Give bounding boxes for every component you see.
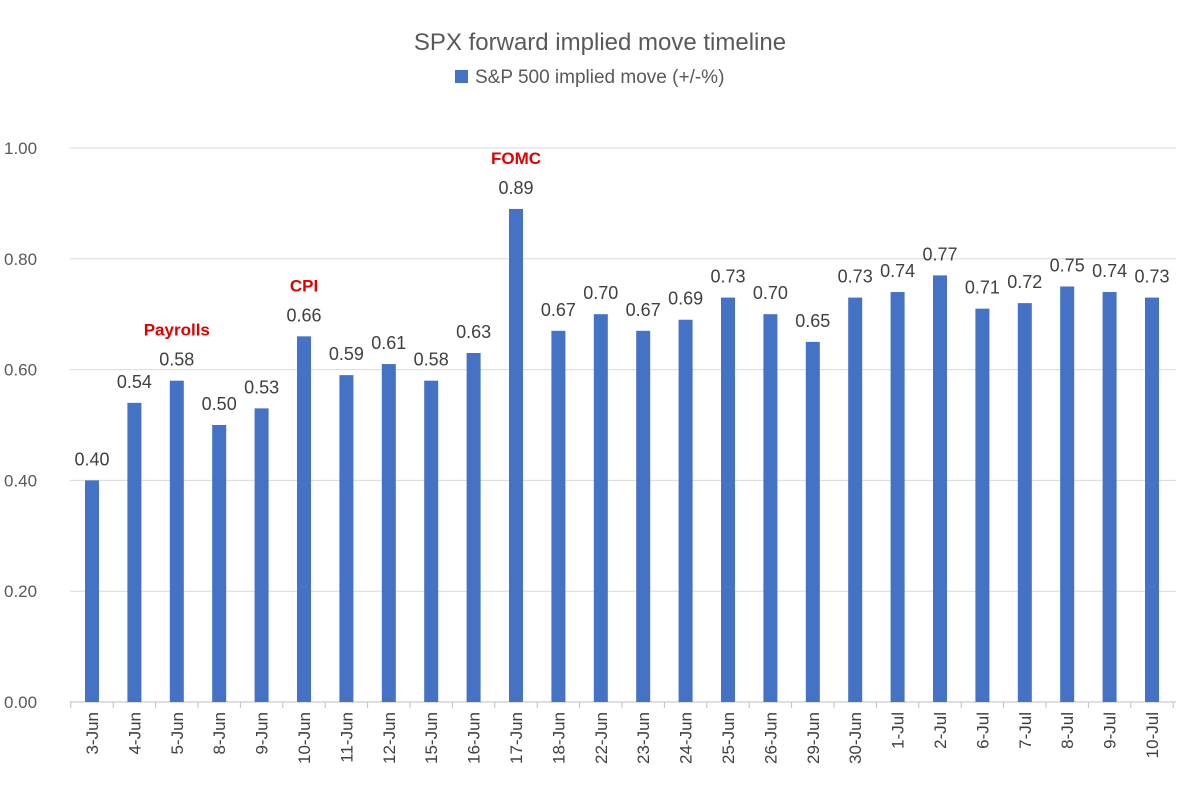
- data-label: 0.66: [286, 305, 321, 325]
- data-label: 0.58: [159, 350, 194, 370]
- x-tick-label: 12-Jun: [380, 712, 399, 764]
- bar: [551, 330, 566, 702]
- x-tick-label: 16-Jun: [465, 712, 484, 764]
- data-label: 0.50: [202, 394, 237, 414]
- x-tick-label: 3-Jun: [83, 712, 102, 755]
- legend: S&P 500 implied move (+/-%): [455, 67, 724, 88]
- data-label: 0.77: [922, 244, 957, 264]
- x-axis: 3-Jun 4-Jun 5-Jun 8-Jun 9-Jun 10-Jun 11-Jun 12-…: [70, 702, 1174, 764]
- x-tick-label: 10-Jul: [1143, 712, 1162, 758]
- x-tick-label: 9-Jul: [1101, 712, 1120, 749]
- bar: [424, 380, 439, 702]
- x-tick-label: 15-Jun: [422, 712, 441, 764]
- bar: [297, 336, 311, 702]
- x-tick-label: 4-Jun: [125, 712, 144, 755]
- data-label: 0.74: [880, 261, 915, 281]
- gridlines: [70, 147, 1176, 703]
- bar: [1145, 297, 1159, 702]
- data-label: 0.69: [668, 289, 703, 309]
- x-tick-label: 11-Jun: [337, 712, 356, 763]
- bars: [85, 208, 1159, 702]
- x-tick-label: 22-Jun: [592, 712, 611, 764]
- data-label: 0.71: [965, 278, 1000, 298]
- x-tick-label: 9-Jun: [253, 712, 272, 755]
- bar: [1102, 292, 1117, 702]
- bar: [678, 319, 693, 702]
- data-label: 0.73: [710, 267, 745, 287]
- legend-entry: S&P 500 implied move (+/-%): [475, 67, 724, 88]
- event-annotation: CPI: [290, 276, 318, 295]
- data-labels: 0.40 0.54 0.58 0.50 0.53 0.66 0.59 0.61 0.58 0.63…: [74, 178, 1169, 469]
- bar: [763, 314, 778, 702]
- data-label: 0.67: [626, 300, 661, 320]
- chart-title: SPX forward implied move timeline: [414, 29, 786, 56]
- x-tick-label: 17-Jun: [507, 712, 526, 764]
- y-tick-label: 0.20: [4, 582, 37, 601]
- x-tick-label: 23-Jun: [634, 712, 653, 764]
- data-label: 0.70: [753, 283, 788, 303]
- bar: [127, 402, 142, 702]
- bar: [339, 375, 354, 702]
- bar: [890, 292, 905, 702]
- y-tick-label: 0.40: [4, 471, 37, 490]
- x-tick-label: 10-Jun: [295, 712, 314, 764]
- x-tick-label: 8-Jul: [1058, 712, 1077, 749]
- bar: [169, 380, 184, 702]
- bar: [509, 208, 523, 702]
- x-tick-label: 26-Jun: [761, 712, 780, 764]
- x-tick-label: 2-Jul: [931, 712, 950, 749]
- x-tick-label: 7-Jul: [1016, 712, 1035, 749]
- bar: [1017, 303, 1032, 702]
- data-label: 0.63: [456, 322, 491, 342]
- data-label: 0.72: [1007, 272, 1042, 292]
- data-label: 0.74: [1092, 261, 1127, 281]
- x-tick-label: 18-Jun: [549, 712, 568, 764]
- bar: [636, 330, 651, 702]
- y-tick-label: 0.00: [4, 693, 37, 712]
- data-label: 0.73: [1134, 267, 1169, 287]
- bar: [933, 275, 947, 702]
- data-label: 0.54: [117, 372, 152, 392]
- bar: [805, 341, 820, 702]
- bar: [466, 352, 481, 702]
- bar: [212, 425, 227, 702]
- data-label: 0.70: [583, 283, 618, 303]
- x-tick-label: 8-Jun: [210, 712, 229, 755]
- data-label: 0.53: [244, 377, 279, 397]
- data-label: 0.61: [371, 333, 406, 353]
- data-label: 0.89: [498, 178, 533, 198]
- bar: [721, 297, 735, 702]
- bar: [1060, 286, 1075, 702]
- y-tick-label: 0.60: [4, 361, 37, 380]
- bar: [254, 408, 269, 702]
- x-tick-label: 25-Jun: [719, 712, 738, 764]
- data-label: 0.59: [329, 344, 364, 364]
- data-label: 0.67: [541, 300, 576, 320]
- data-label: 0.40: [74, 449, 109, 469]
- event-annotation: Payrolls: [144, 321, 210, 340]
- x-tick-label: 1-Jul: [889, 712, 908, 749]
- bar: [593, 314, 608, 702]
- event-annotations: Payrolls CPI FOMC: [144, 149, 541, 340]
- bar: [381, 364, 396, 702]
- x-tick-label: 6-Jul: [973, 712, 992, 749]
- data-label: 0.58: [414, 350, 449, 370]
- data-label: 0.75: [1050, 256, 1085, 276]
- y-tick-label: 0.80: [4, 250, 37, 269]
- bar: [85, 480, 99, 702]
- event-annotation: FOMC: [491, 149, 541, 168]
- data-label: 0.73: [838, 267, 873, 287]
- x-tick-label: 5-Jun: [168, 712, 187, 755]
- y-tick-label: 1.00: [4, 139, 37, 158]
- x-tick-label: 29-Jun: [804, 712, 823, 764]
- bar: [975, 308, 990, 702]
- y-axis: 0.00 0.20 0.40 0.60 0.80 1.00: [4, 139, 37, 712]
- bar: [848, 297, 863, 702]
- data-label: 0.65: [795, 311, 830, 331]
- x-tick-label: 24-Jun: [677, 712, 696, 764]
- x-tick-label: 30-Jun: [846, 712, 865, 764]
- legend-swatch: [455, 70, 468, 83]
